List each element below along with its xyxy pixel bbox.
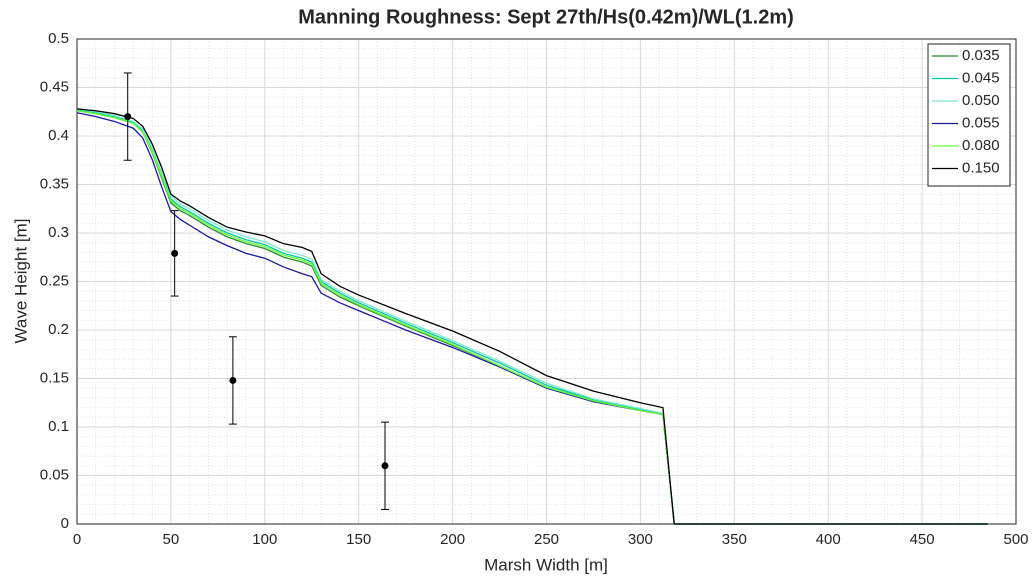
- chart-title: Manning Roughness: Sept 27th/Hs(0.42m)/W…: [298, 6, 794, 28]
- x-tick-label: 300: [628, 531, 653, 548]
- legend-label: 0.080: [962, 137, 1000, 154]
- data-point: [124, 113, 132, 121]
- legend-box: [927, 43, 1011, 187]
- axes-box: [76, 38, 1017, 525]
- x-tick-label: 100: [252, 531, 277, 548]
- x-tick-label: 450: [910, 531, 935, 548]
- legend-label: 0.055: [962, 114, 1000, 131]
- data-point: [171, 249, 179, 257]
- y-tick-label: 0.3: [48, 224, 69, 241]
- legend-label: 0.150: [962, 159, 1000, 176]
- x-tick-label: 250: [534, 531, 559, 548]
- y-axis-label: Wave Height [m]: [11, 218, 30, 343]
- legend-label: 0.035: [962, 47, 1000, 64]
- y-tick-label: 0.2: [48, 321, 69, 338]
- series-line: [76, 110, 988, 525]
- y-tick-label: 0.1: [48, 418, 69, 435]
- x-tick-label: 400: [816, 531, 841, 548]
- legend-label: 0.045: [962, 69, 1000, 86]
- series-line: [76, 108, 988, 525]
- x-tick-label: 200: [440, 531, 465, 548]
- x-tick-label: 0: [73, 531, 81, 548]
- series-line: [76, 112, 988, 525]
- y-tick-label: 0.15: [40, 369, 69, 386]
- legend-label: 0.050: [962, 92, 1000, 109]
- y-tick-label: 0.05: [40, 466, 69, 483]
- x-axis-label: Marsh Width [m]: [484, 555, 608, 574]
- data-point: [381, 462, 389, 470]
- x-tick-label: 50: [163, 531, 180, 548]
- y-tick-label: 0.5: [48, 30, 69, 47]
- y-tick-label: 0: [61, 515, 69, 532]
- y-tick-label: 0.45: [40, 78, 69, 95]
- x-tick-label: 350: [722, 531, 747, 548]
- data-point: [229, 376, 237, 384]
- series-line: [76, 108, 988, 525]
- y-tick-label: 0.4: [48, 127, 69, 144]
- x-tick-label: 500: [1003, 531, 1028, 548]
- x-tick-label: 150: [346, 531, 371, 548]
- y-tick-label: 0.35: [40, 175, 69, 192]
- y-tick-label: 0.25: [40, 272, 69, 289]
